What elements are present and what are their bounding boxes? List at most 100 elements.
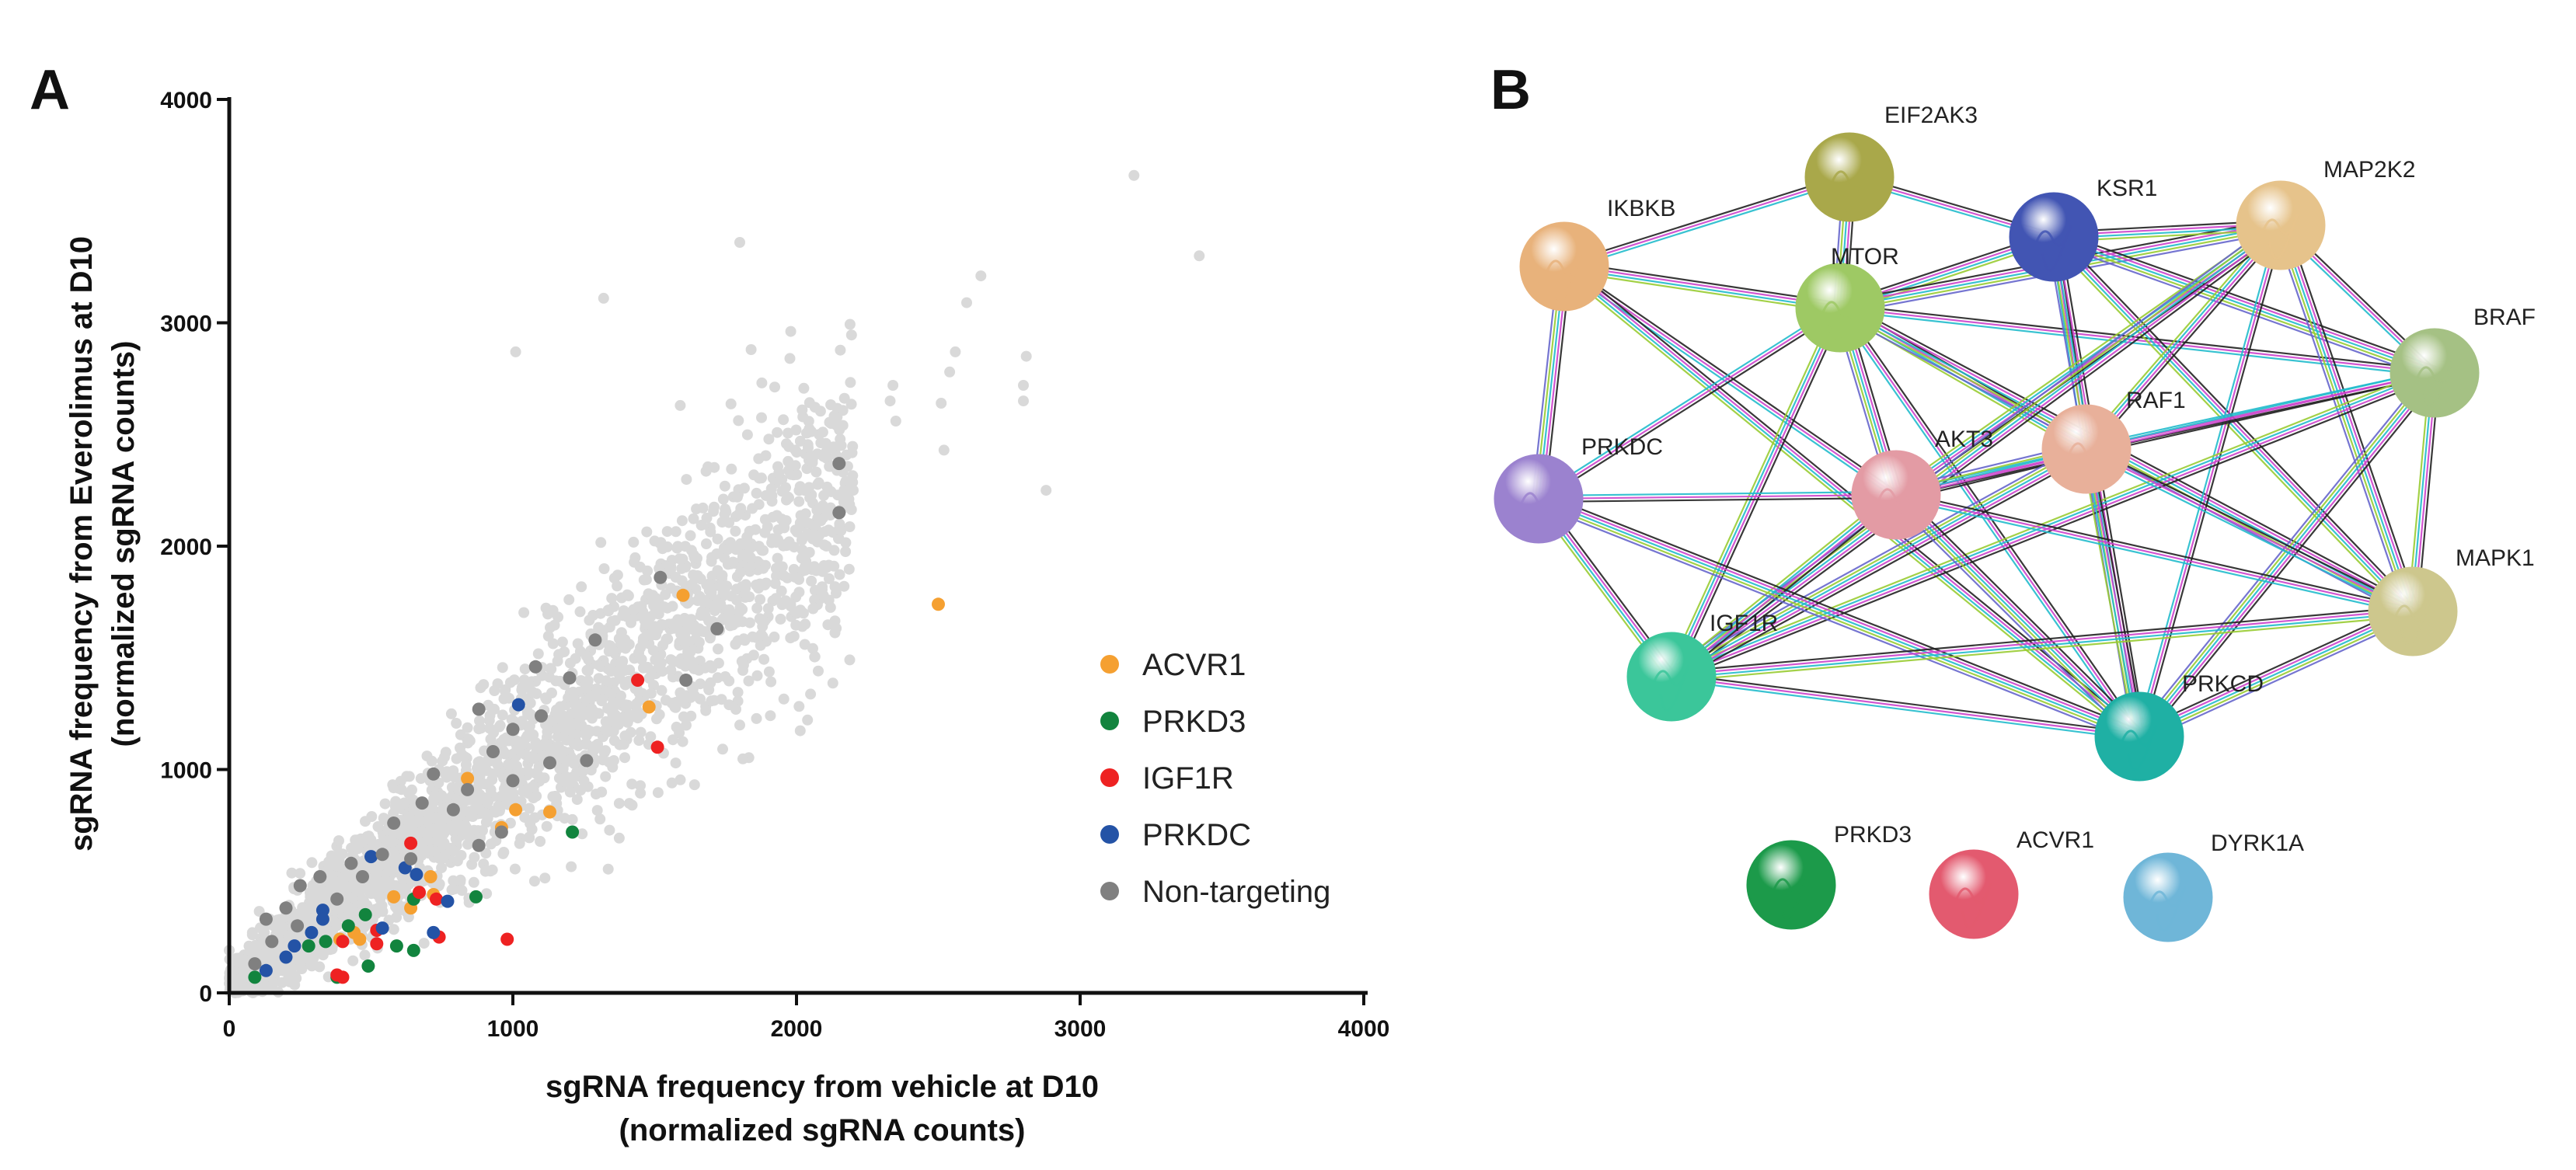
background-point [456, 885, 468, 897]
edge-evidence-line [1895, 371, 2435, 496]
edge-evidence-line [1669, 445, 2086, 675]
node-map2k2[interactable]: MAP2K2 [2236, 157, 2415, 270]
background-point [772, 427, 783, 438]
node-mtor[interactable]: MTOR [1795, 244, 1899, 353]
point-acvr1 [543, 805, 556, 819]
background-point [799, 639, 810, 650]
node-akt3[interactable]: AKT3 [1851, 427, 1993, 540]
background-point [809, 402, 821, 413]
node-dyrk1a[interactable]: DYRK1A [2123, 830, 2304, 942]
background-point [649, 621, 661, 632]
point-non-targeting [404, 852, 418, 865]
edge-evidence-line [2285, 223, 2420, 610]
node-label: IGF1R [1710, 611, 1778, 636]
background-point [235, 958, 247, 969]
background-point [785, 326, 797, 337]
edge-evidence-line [1565, 263, 1898, 493]
background-point [591, 805, 603, 817]
edge-evidence-line [1669, 367, 2434, 674]
edge-evidence-line [1836, 308, 2138, 739]
edge-evidence-line [1895, 369, 2435, 493]
background-point [701, 538, 712, 549]
background-point [1194, 250, 1205, 262]
background-point [417, 837, 429, 848]
node-igf1r[interactable]: IGF1R [1626, 611, 1778, 722]
edge-braf-prkcd [2133, 368, 2441, 741]
background-point [354, 882, 365, 893]
background-point [246, 927, 258, 938]
background-point [265, 949, 277, 961]
background-point [737, 604, 748, 615]
background-point [514, 837, 525, 849]
node-label: ACVR1 [2017, 827, 2094, 853]
edge-evidence-line [1563, 173, 1849, 265]
background-point [755, 594, 766, 605]
edge-evidence-line [1895, 494, 2140, 737]
point-prkd3 [319, 935, 333, 949]
point-igf1r [336, 935, 350, 949]
background-point [675, 774, 686, 785]
node-sphere [2041, 404, 2132, 494]
node-eif2ak3[interactable]: EIF2AK3 [1804, 103, 1978, 222]
background-point [547, 604, 559, 616]
background-point [706, 552, 718, 563]
edge-evidence-line [1539, 309, 1842, 503]
background-point [734, 719, 745, 731]
point-igf1r [650, 740, 664, 754]
protein-structure-icon [1821, 296, 1859, 343]
background-point [733, 415, 744, 427]
background-point [596, 693, 608, 705]
background-point [818, 489, 830, 501]
node-acvr1[interactable]: ACVR1 [1929, 827, 2094, 939]
background-point [577, 766, 588, 778]
background-point [302, 912, 313, 923]
edge-evidence-line [2051, 242, 2433, 380]
x-tick-label: 2000 [771, 1016, 823, 1042]
background-point [637, 606, 649, 618]
edge-evidence-line [2136, 604, 2411, 732]
edge-evidence-line [2279, 225, 2414, 612]
background-point [758, 653, 770, 665]
background-point [831, 411, 843, 423]
background-point [884, 395, 896, 407]
x-tick-label: 0 [223, 1016, 236, 1042]
background-point [461, 795, 472, 806]
background-point [681, 474, 692, 486]
background-point [807, 457, 818, 468]
y-axis-title-line1: sgRNA frequency from Everolimus at D10 [64, 236, 99, 851]
background-point [526, 752, 538, 764]
panel-b-network: B EIF2AK3 IKBKB MTOR KSR1 MAP2K2 BRAF RAF1 AKT3… [1490, 59, 2536, 942]
node-raf1[interactable]: RAF1 [2041, 388, 2186, 494]
background-point [685, 622, 696, 634]
background-point [759, 579, 771, 590]
background-point [775, 613, 786, 625]
background-point [834, 424, 845, 436]
background-point [451, 753, 462, 764]
node-prkcd[interactable]: PRKCD [2094, 671, 2264, 782]
node-braf[interactable]: BRAF [2390, 305, 2536, 418]
point-non-targeting [293, 879, 307, 893]
background-point [595, 537, 607, 548]
background-point [803, 442, 814, 454]
background-point [688, 513, 699, 524]
background-point [717, 743, 728, 755]
node-prkdc[interactable]: PRKDC [1494, 434, 1663, 544]
point-non-targeting [486, 745, 500, 758]
background-point [361, 900, 373, 911]
point-prkd3 [361, 959, 375, 973]
background-point [286, 867, 298, 879]
background-point [695, 693, 706, 705]
edge-igf1r-mapk1 [1671, 605, 2414, 683]
background-point [676, 629, 688, 640]
node-mapk1[interactable]: MAPK1 [2368, 545, 2535, 656]
background-point [847, 470, 859, 482]
node-prkd3[interactable]: PRKD3 [1746, 822, 1912, 930]
background-point [736, 581, 748, 593]
node-ikbkb[interactable]: IKBKB [1519, 196, 1675, 312]
edge-evidence-line [1670, 493, 1896, 677]
axis-ticks: 0 1000 2000 3000 4000 0 1000 2000 3000 4000 [160, 88, 1389, 1042]
node-ksr1[interactable]: KSR1 [2009, 176, 2157, 282]
background-point [846, 447, 858, 458]
edge-evidence-line [1668, 490, 1894, 674]
background-point [784, 353, 796, 364]
